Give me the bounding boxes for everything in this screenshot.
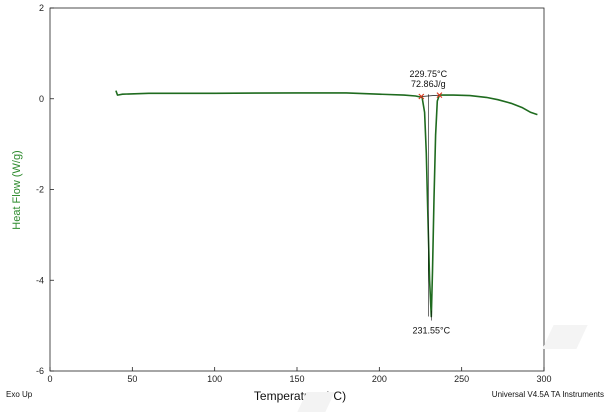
x-tick-label: 300 <box>536 374 551 384</box>
integration-marker <box>436 92 443 99</box>
onset-label: 229.75°C <box>410 69 448 79</box>
y-tick-label: -6 <box>36 366 44 376</box>
footer-exo-up: Exo Up <box>6 390 33 399</box>
annotation-group: 229.75°C72.86J/g 231.55°C <box>410 69 451 336</box>
y-tick-label: -2 <box>36 185 44 195</box>
footer-instrument: Universal V4.5A TA Instruments <box>492 390 604 399</box>
x-tick-label: 50 <box>127 374 137 384</box>
y-axis-label: Heat Flow (W/g) <box>11 150 23 229</box>
x-tick-label: 250 <box>454 374 469 384</box>
y-tick-label: 2 <box>39 3 44 13</box>
integration-baseline <box>421 94 440 97</box>
x-tick-label: 200 <box>372 374 387 384</box>
plot-frame <box>49 7 545 372</box>
series-group <box>115 90 538 318</box>
peak-label: 231.55°C <box>412 326 450 336</box>
x-tick-label: 0 <box>47 374 52 384</box>
heat-flow-line <box>115 90 538 318</box>
y-tick-label: -4 <box>36 275 44 285</box>
y-tick-label: 0 <box>39 94 44 104</box>
integration-marker <box>418 93 425 100</box>
enthalpy-label: 72.86J/g <box>411 79 446 89</box>
x-tick-label: 100 <box>207 374 222 384</box>
axis-ticks: 0 50 100 150 200 250 300 2 0 -2 -4 -6 <box>36 3 552 384</box>
x-tick-label: 150 <box>289 374 304 384</box>
